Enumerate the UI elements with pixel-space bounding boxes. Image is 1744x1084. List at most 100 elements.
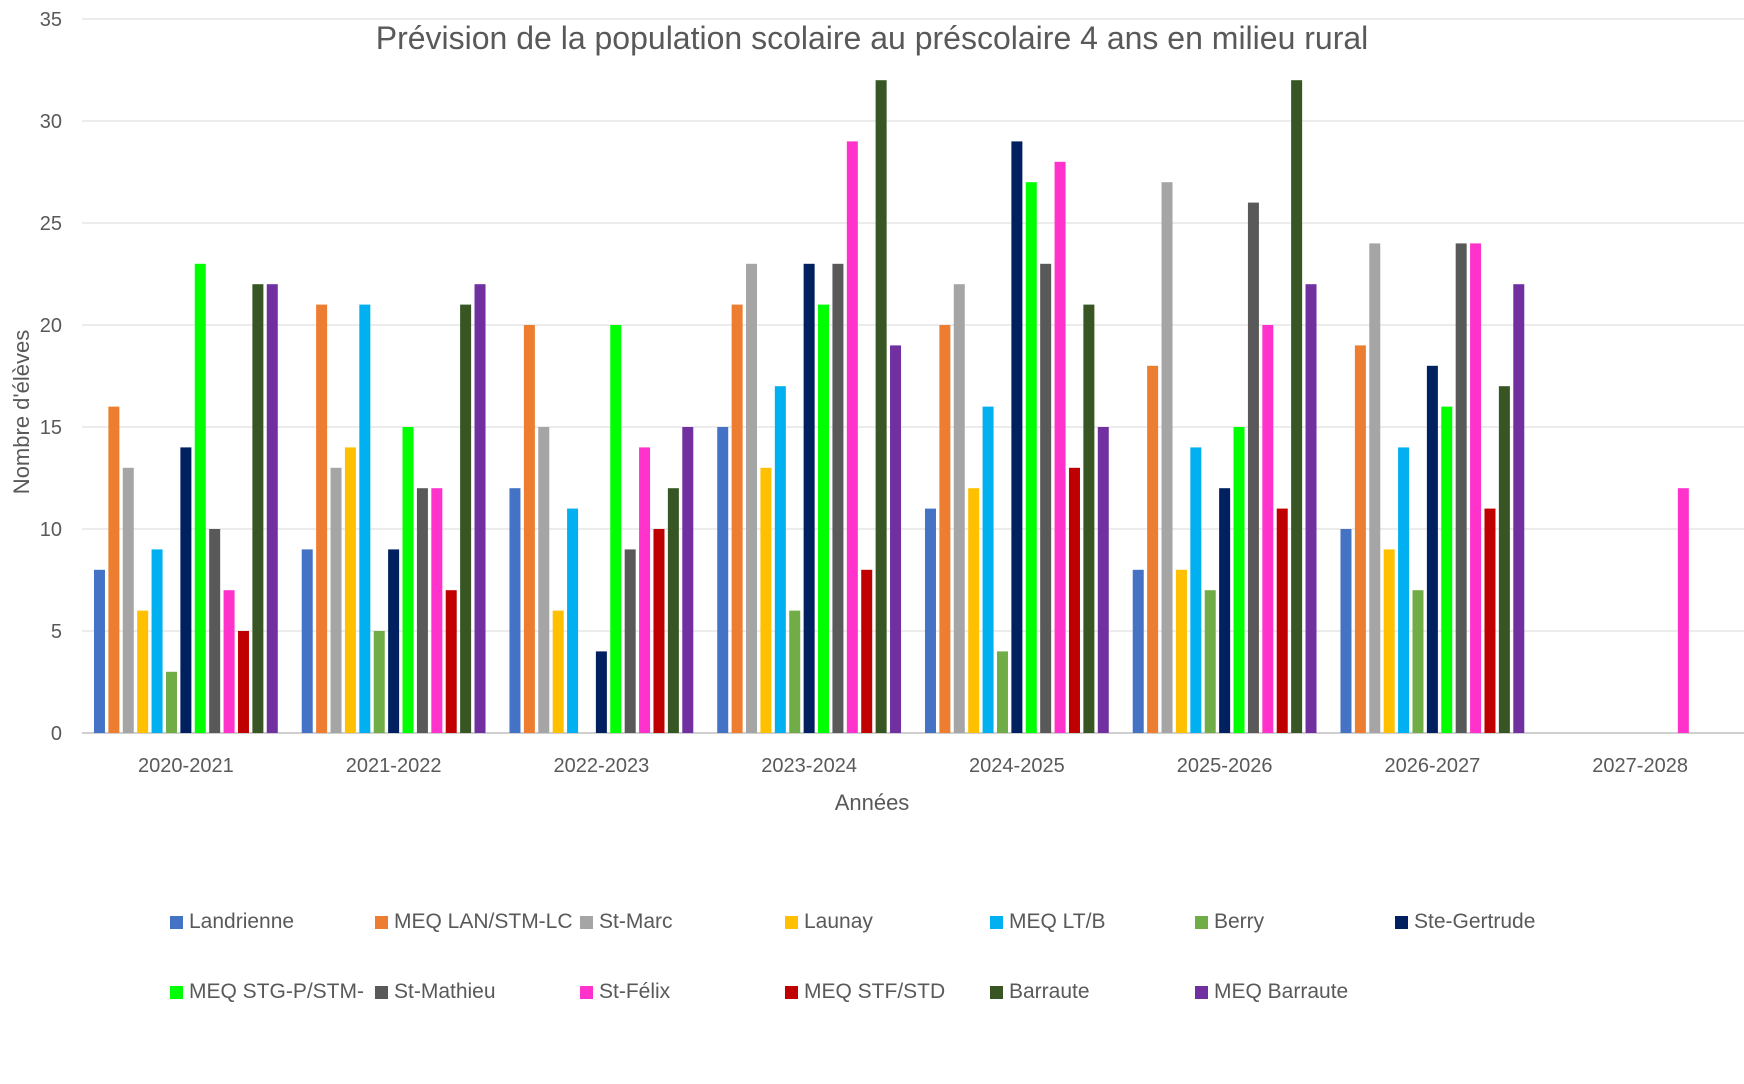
legend-label: Launay — [804, 910, 873, 933]
y-tick-label: 20 — [40, 315, 62, 337]
bar — [1455, 243, 1467, 733]
bar — [818, 304, 830, 733]
x-tick-label: 2024-2025 — [969, 755, 1065, 777]
bar — [93, 569, 105, 733]
bar — [682, 427, 694, 733]
legend-swatch — [1195, 915, 1208, 929]
legend-label: Barraute — [1009, 980, 1090, 1003]
legend-item: MEQ Barraute — [1195, 980, 1348, 1004]
legend-label: MEQ LAN/STM-LC — [394, 910, 573, 933]
legend-swatch — [580, 985, 593, 999]
bar — [1083, 304, 1095, 733]
bar — [610, 325, 622, 733]
bar — [1147, 365, 1159, 733]
x-tick-label: 2026-2027 — [1385, 755, 1481, 777]
bar — [122, 467, 134, 733]
legend-item: Launay — [785, 910, 873, 934]
legend-label: MEQ Barraute — [1214, 980, 1349, 1003]
bar — [1369, 243, 1381, 733]
legend-item: Barraute — [990, 980, 1090, 1004]
bar — [731, 304, 743, 733]
bar — [1354, 345, 1366, 733]
bar — [237, 631, 249, 733]
bar — [567, 508, 579, 733]
bar — [832, 263, 844, 733]
bar — [1161, 182, 1173, 733]
legend-label: St-Félix — [599, 980, 671, 1003]
legend-label: Ste-Gertrude — [1414, 910, 1536, 933]
bar — [344, 447, 356, 733]
bar — [846, 141, 858, 733]
bar — [1097, 427, 1109, 733]
bar — [1677, 488, 1689, 733]
legend-swatch — [375, 915, 388, 929]
bar — [1340, 529, 1352, 733]
bar — [180, 447, 192, 733]
legend-item: St-Félix — [580, 980, 670, 1004]
bar — [1247, 202, 1259, 734]
legend-item: MEQ LT/B — [990, 910, 1105, 934]
bar — [982, 406, 994, 733]
gridlines — [82, 18, 1744, 734]
x-tick-label: 2025-2026 — [1177, 755, 1273, 777]
bar — [1426, 365, 1438, 733]
bar — [667, 488, 679, 733]
bar — [639, 447, 651, 733]
bar — [924, 508, 936, 733]
legend-item: MEQ STG-P/STM- — [170, 980, 364, 1004]
bar — [1305, 284, 1317, 733]
y-tick-label: 0 — [51, 723, 62, 745]
bar — [1412, 590, 1424, 733]
bar — [803, 263, 815, 733]
legend-swatch — [990, 985, 1003, 999]
bar — [1025, 182, 1037, 733]
bar — [939, 325, 951, 733]
bar — [460, 304, 472, 733]
legend-swatch — [375, 985, 388, 999]
bar — [266, 284, 278, 733]
bar — [861, 569, 873, 733]
bar — [653, 529, 665, 733]
x-tick-label: 2023-2024 — [761, 755, 857, 777]
legend-label: MEQ STG-P/STM- — [189, 980, 364, 1003]
chart-title: Prévision de la population scolaire au p… — [375, 20, 1369, 56]
bar — [552, 610, 564, 733]
y-tick-label: 30 — [40, 111, 62, 133]
bar — [1484, 508, 1496, 733]
bar — [774, 386, 786, 733]
x-tick-label: 2022-2023 — [554, 755, 650, 777]
bar — [1262, 325, 1274, 733]
y-axis-title: Nombre d'élèves — [9, 329, 34, 495]
bar — [431, 488, 443, 733]
legend-swatch — [170, 915, 183, 929]
bar — [223, 590, 235, 733]
legend-item: Berry — [1195, 910, 1264, 934]
bar — [316, 304, 328, 733]
legend-label: MEQ LT/B — [1009, 910, 1106, 933]
legend-label: Landrienne — [189, 910, 295, 933]
bar — [1175, 569, 1187, 733]
bar — [996, 651, 1008, 733]
bar — [445, 590, 457, 733]
bar — [1398, 447, 1410, 733]
bar — [108, 406, 120, 733]
bar — [789, 610, 801, 733]
legend-item: St-Marc — [580, 910, 673, 934]
bar — [209, 529, 221, 733]
legend-label: St-Marc — [599, 910, 673, 933]
bar — [359, 304, 371, 733]
y-tick-label: 10 — [40, 519, 62, 541]
legend-label: Berry — [1214, 910, 1265, 933]
bar — [1219, 488, 1231, 733]
legend-swatch — [580, 915, 593, 929]
bar — [194, 263, 206, 733]
bar — [875, 80, 887, 733]
bar — [746, 263, 758, 733]
bar — [1132, 569, 1144, 733]
bar — [388, 549, 400, 733]
x-tick-label: 2027-2028 — [1592, 755, 1688, 777]
bar — [330, 467, 342, 733]
legend-label: St-Mathieu — [394, 980, 496, 1003]
y-tick-label: 25 — [40, 213, 62, 235]
